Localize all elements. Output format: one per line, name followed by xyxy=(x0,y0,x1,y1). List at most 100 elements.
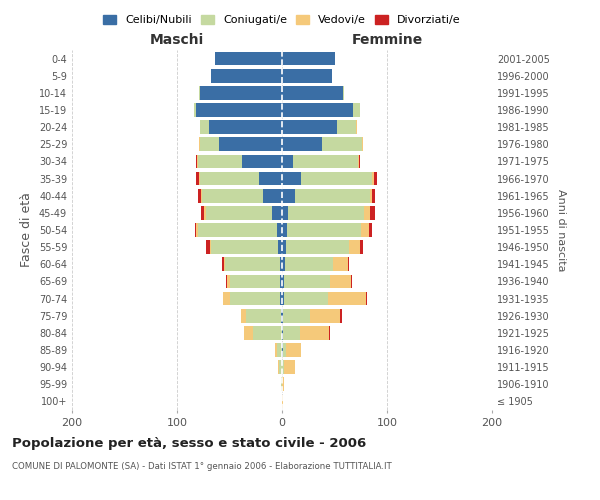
Bar xyxy=(282,309,283,322)
Bar xyxy=(222,258,224,271)
Bar xyxy=(300,326,329,340)
Text: Femmine: Femmine xyxy=(352,32,422,46)
Bar xyxy=(282,292,284,306)
Bar xyxy=(282,240,286,254)
Bar xyxy=(282,378,284,391)
Bar xyxy=(211,69,282,82)
Bar xyxy=(194,103,196,117)
Bar xyxy=(366,292,367,306)
Bar xyxy=(353,103,360,117)
Bar xyxy=(206,206,271,220)
Bar xyxy=(282,274,284,288)
Bar xyxy=(224,258,226,271)
Bar xyxy=(209,240,211,254)
Bar xyxy=(360,240,363,254)
Bar xyxy=(204,206,206,220)
Bar xyxy=(219,138,282,151)
Bar xyxy=(281,309,282,322)
Bar xyxy=(229,274,280,288)
Bar xyxy=(201,189,202,202)
Bar xyxy=(200,86,282,100)
Bar xyxy=(206,240,209,254)
Bar xyxy=(372,172,374,185)
Bar xyxy=(374,172,377,185)
Bar xyxy=(358,154,359,168)
Bar xyxy=(244,326,253,340)
Bar xyxy=(328,292,366,306)
Bar xyxy=(359,154,360,168)
Bar xyxy=(301,172,372,185)
Bar xyxy=(282,258,285,271)
Bar xyxy=(242,154,282,168)
Bar xyxy=(282,343,283,357)
Bar xyxy=(295,189,370,202)
Bar xyxy=(263,189,282,202)
Text: COMUNE DI PALOMONTE (SA) - Dati ISTAT 1° gennaio 2006 - Elaborazione TUTTITALIA.: COMUNE DI PALOMONTE (SA) - Dati ISTAT 1°… xyxy=(12,462,392,471)
Bar xyxy=(283,343,286,357)
Bar xyxy=(282,360,284,374)
Text: Maschi: Maschi xyxy=(150,32,204,46)
Bar xyxy=(282,206,289,220)
Bar xyxy=(279,360,282,374)
Bar xyxy=(280,274,282,288)
Bar xyxy=(195,223,196,237)
Bar xyxy=(289,206,364,220)
Bar xyxy=(277,223,282,237)
Bar xyxy=(196,223,198,237)
Bar xyxy=(343,86,344,100)
Bar xyxy=(281,378,282,391)
Y-axis label: Fasce di età: Fasce di età xyxy=(20,192,33,268)
Bar xyxy=(280,292,282,306)
Bar xyxy=(334,258,348,271)
Bar xyxy=(349,240,360,254)
Bar xyxy=(348,258,349,271)
Bar xyxy=(285,258,334,271)
Text: Popolazione per età, sesso e stato civile - 2006: Popolazione per età, sesso e stato civil… xyxy=(12,438,366,450)
Bar xyxy=(223,292,229,306)
Bar xyxy=(197,154,198,168)
Bar xyxy=(351,274,352,288)
Bar xyxy=(370,206,376,220)
Bar xyxy=(322,138,362,151)
Bar xyxy=(278,240,282,254)
Bar xyxy=(282,52,335,66)
Bar xyxy=(282,86,343,100)
Bar xyxy=(215,52,282,66)
Bar xyxy=(284,274,331,288)
Bar xyxy=(199,86,200,100)
Bar xyxy=(198,154,242,168)
Bar xyxy=(226,258,280,271)
Bar xyxy=(361,223,369,237)
Bar xyxy=(282,138,322,151)
Bar xyxy=(284,360,295,374)
Bar xyxy=(331,274,352,288)
Bar xyxy=(241,309,247,322)
Bar xyxy=(282,154,293,168)
Bar xyxy=(337,120,355,134)
Bar xyxy=(209,120,282,134)
Bar xyxy=(364,206,370,220)
Bar xyxy=(286,240,349,254)
Bar xyxy=(277,343,282,357)
Bar xyxy=(201,206,204,220)
Bar xyxy=(282,69,332,82)
Bar xyxy=(271,206,282,220)
Bar xyxy=(227,274,229,288)
Bar xyxy=(286,343,301,357)
Bar xyxy=(293,154,358,168)
Bar xyxy=(198,189,201,202)
Bar xyxy=(372,189,376,202)
Bar xyxy=(253,326,282,340)
Bar xyxy=(310,309,340,322)
Bar xyxy=(200,120,209,134)
Bar xyxy=(275,343,277,357)
Bar xyxy=(362,138,363,151)
Bar xyxy=(211,240,278,254)
Bar xyxy=(282,103,353,117)
Bar xyxy=(202,189,263,202)
Bar xyxy=(200,172,259,185)
Bar xyxy=(282,394,283,408)
Bar xyxy=(259,172,282,185)
Bar xyxy=(229,292,280,306)
Bar xyxy=(226,274,227,288)
